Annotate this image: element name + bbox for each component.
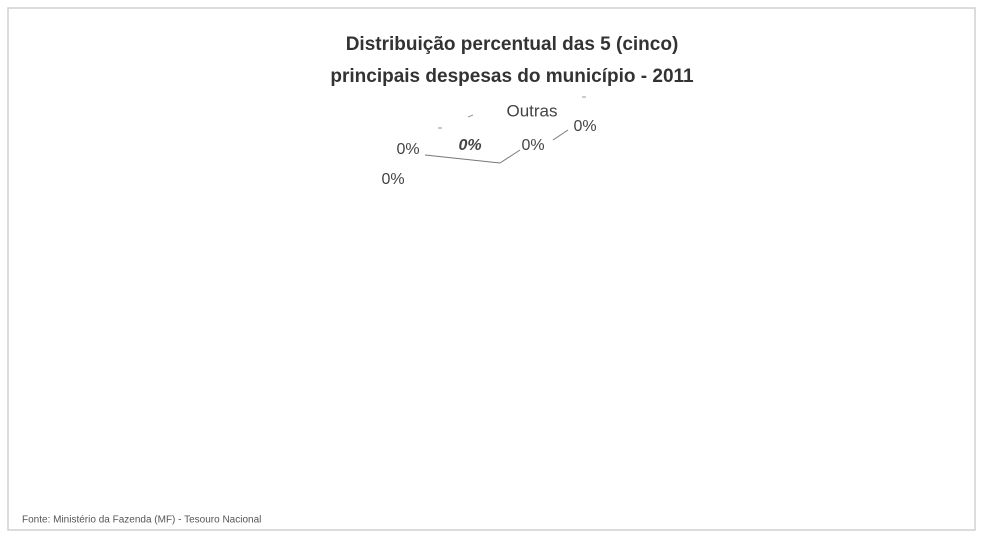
data-label: 0% bbox=[396, 141, 419, 158]
data-label: 0% bbox=[381, 171, 404, 188]
leader-line bbox=[499, 149, 521, 164]
data-label: 0% bbox=[521, 137, 544, 154]
chart-frame bbox=[7, 7, 976, 531]
data-label: 0% bbox=[458, 137, 481, 154]
source-note: Fonte: Ministério da Fazenda (MF) - Teso… bbox=[22, 515, 261, 526]
chart-title: Distribuição percentual das 5 (cinco) bbox=[346, 34, 679, 55]
dash bbox=[467, 114, 474, 118]
leader-line bbox=[552, 129, 569, 141]
data-label: 0% bbox=[573, 118, 596, 135]
category-label: Outras bbox=[506, 101, 557, 120]
leader-line bbox=[424, 154, 501, 164]
chart-title: principais despesas do município - 2011 bbox=[330, 66, 694, 87]
